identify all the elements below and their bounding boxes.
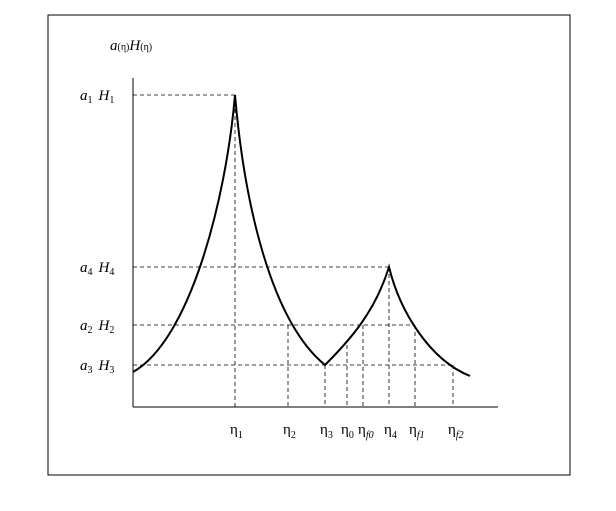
x-label: ηf0 xyxy=(358,422,374,441)
label-part: a xyxy=(110,38,118,54)
x-label: ηf1 xyxy=(409,422,425,441)
label-part: H xyxy=(128,38,141,54)
label-part: a xyxy=(80,318,88,334)
label-part: H xyxy=(98,318,111,334)
label-part: (η) xyxy=(140,42,152,53)
x-label: ηf2 xyxy=(448,422,464,441)
label-part: a xyxy=(80,260,88,276)
x-label: η2 xyxy=(283,422,296,441)
label-part: 2 xyxy=(109,325,114,336)
label-part: 1 xyxy=(88,95,93,106)
label-part: 4 xyxy=(88,267,93,278)
label-part: 3 xyxy=(109,365,114,376)
label-part: H xyxy=(98,260,111,276)
label-part: 4 xyxy=(109,267,114,278)
label-part: η xyxy=(384,422,392,438)
label-part: 4 xyxy=(392,430,397,441)
curve xyxy=(132,94,471,377)
label-part: 2 xyxy=(88,325,93,336)
label-part: H xyxy=(98,358,111,374)
label-part: a xyxy=(80,358,88,374)
label-part: (η) xyxy=(118,42,130,53)
x-label: η0 xyxy=(341,422,354,441)
guides xyxy=(133,94,454,407)
axis-label: a(η)H(η) xyxy=(110,38,152,54)
label-part: 1 xyxy=(238,430,243,441)
label-part: η xyxy=(283,422,291,438)
label-part: η xyxy=(320,422,328,438)
label-part: f1 xyxy=(417,430,425,441)
label-part: H xyxy=(98,88,111,104)
x-labels: η1 η2 η3 η0 ηf0 η4 ηf1 ηf2 xyxy=(230,422,464,441)
label-part: η xyxy=(409,422,417,438)
label-part: f0 xyxy=(366,430,374,441)
label-part: η xyxy=(230,422,238,438)
y-labels: a1 H1 a4 H4 a2 H2 a3 H3 xyxy=(80,88,114,376)
label-part: η xyxy=(341,422,349,438)
label-part: 2 xyxy=(291,430,296,441)
label-part: 1 xyxy=(109,95,114,106)
label-part: 0 xyxy=(349,430,354,441)
label-part: 3 xyxy=(328,430,333,441)
frame xyxy=(47,14,571,476)
label-part: 3 xyxy=(88,365,93,376)
x-label: η4 xyxy=(384,422,397,441)
x-label: η3 xyxy=(320,422,333,441)
label-part: η xyxy=(448,422,456,438)
label-part: f2 xyxy=(456,430,464,441)
label-part: a xyxy=(80,88,88,104)
x-label: η1 xyxy=(230,422,243,441)
label-part: η xyxy=(358,422,366,438)
